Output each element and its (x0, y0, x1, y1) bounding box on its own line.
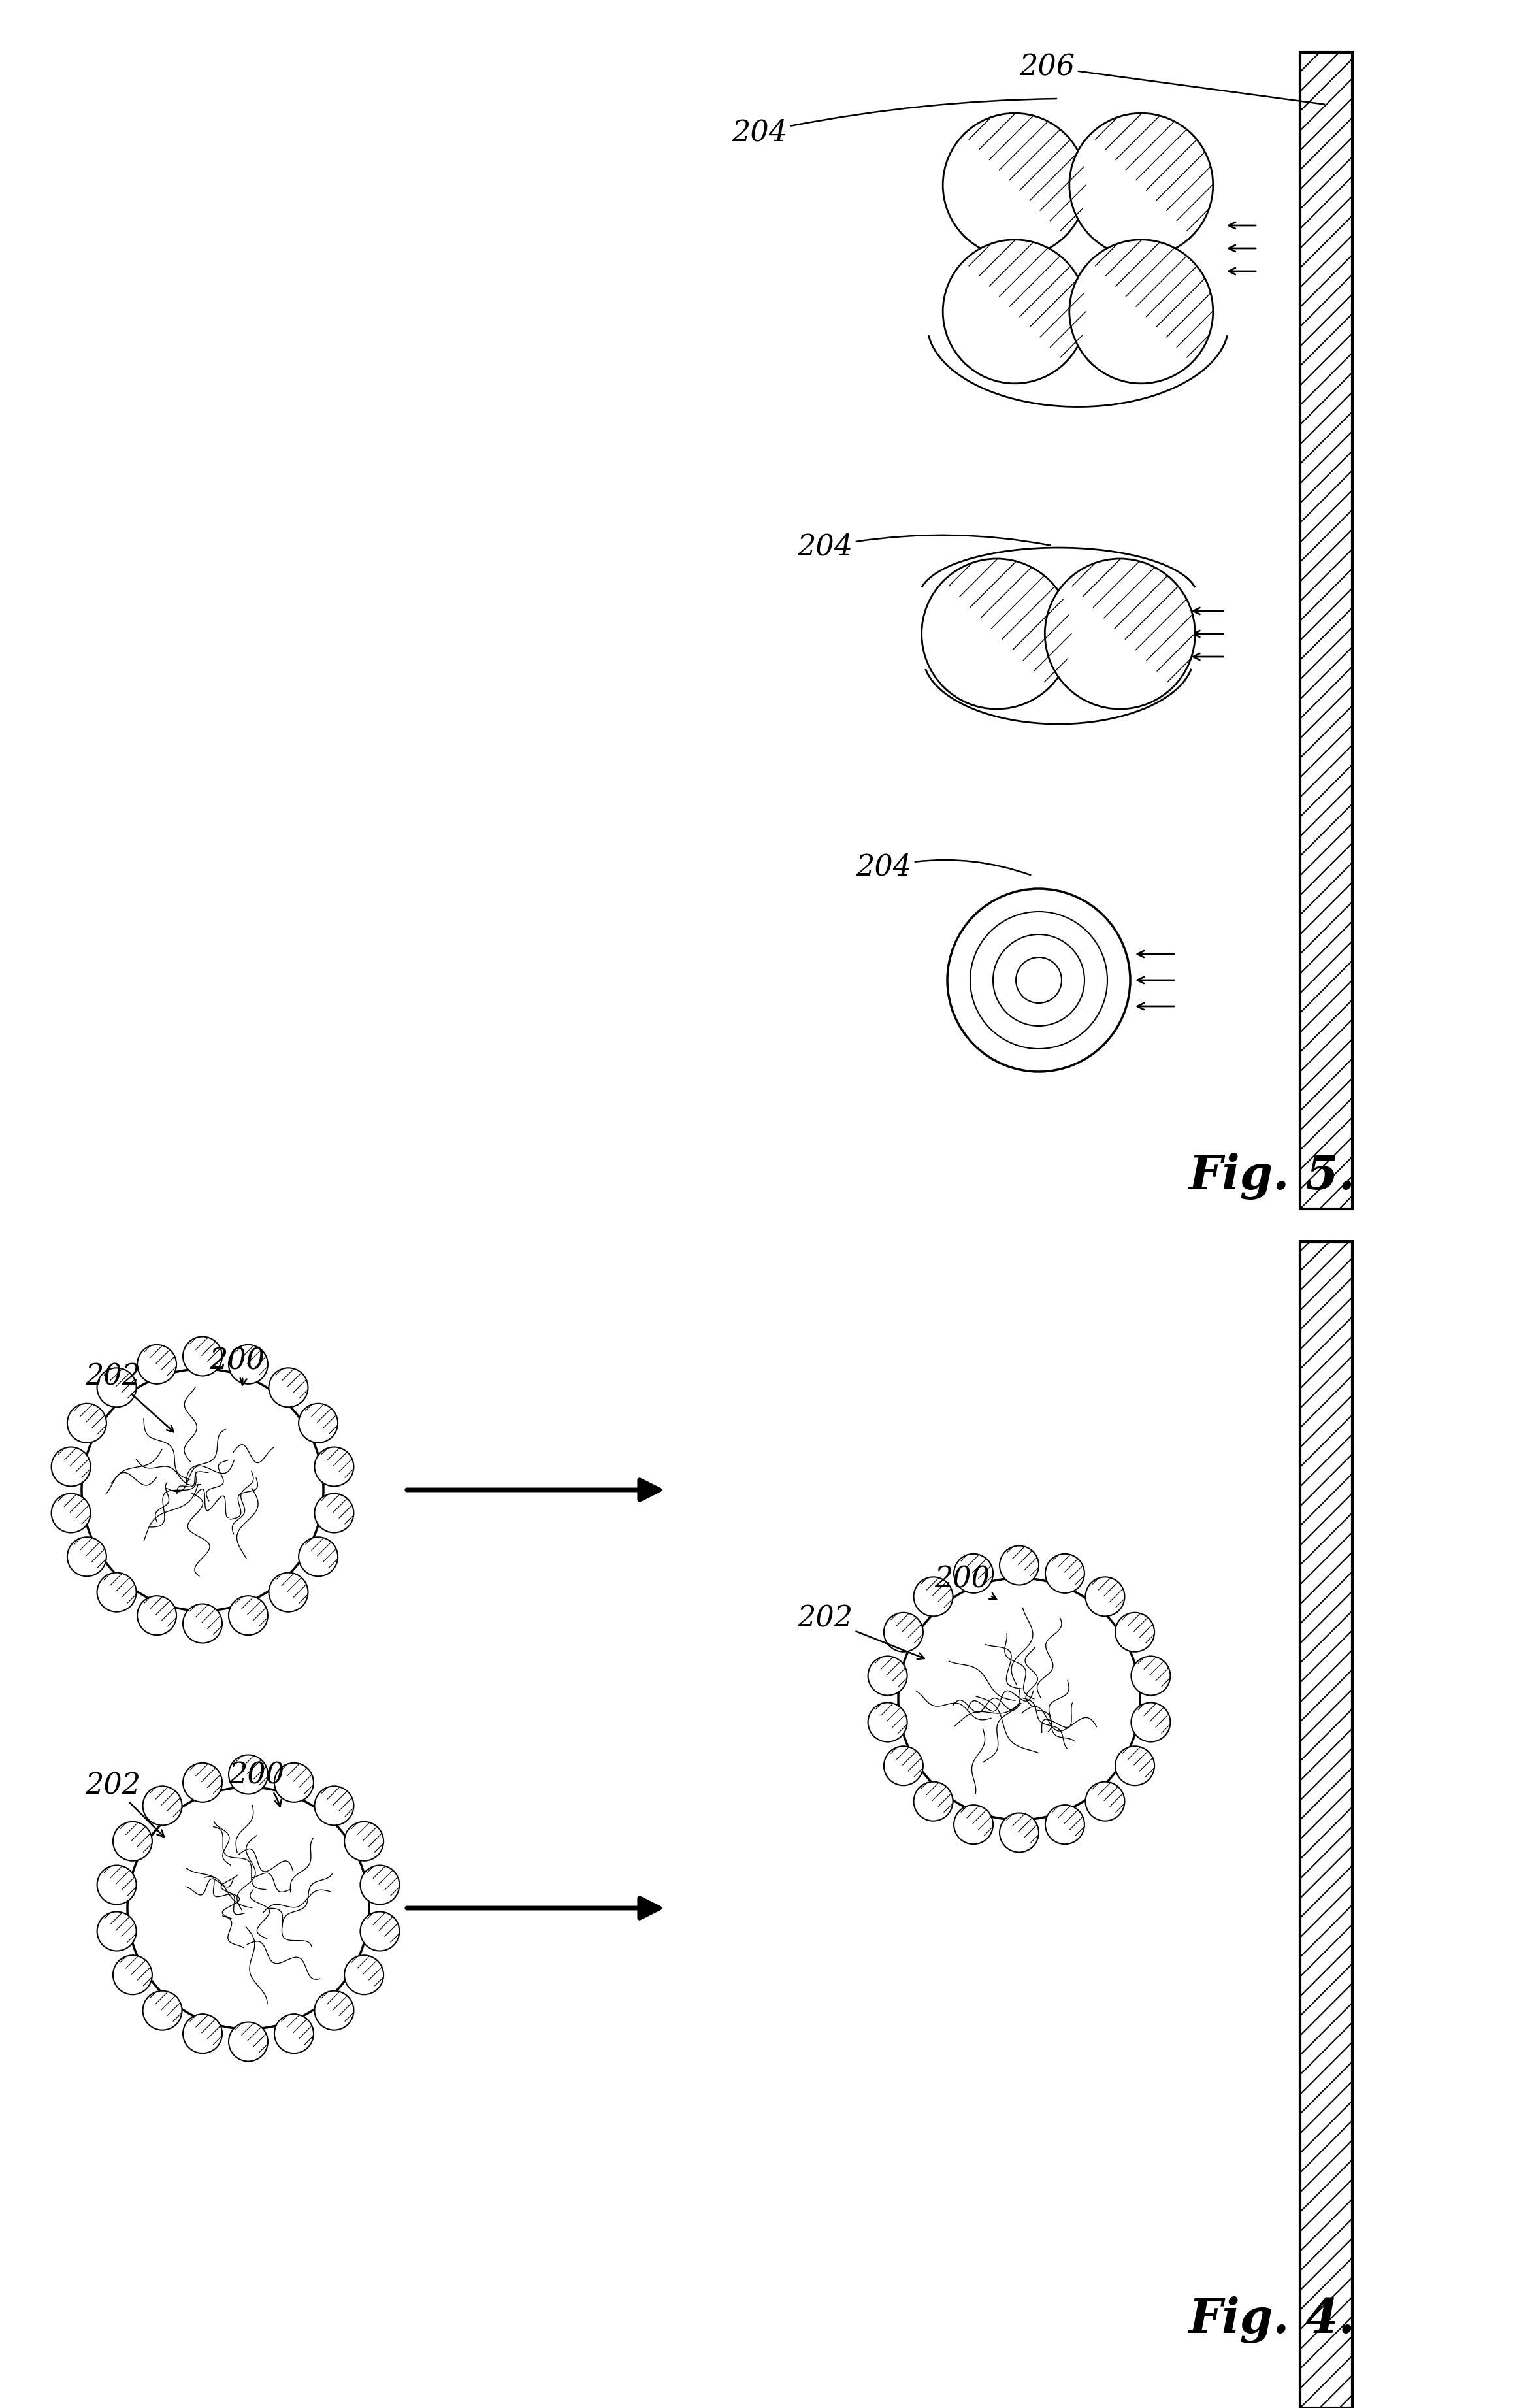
Text: 202: 202 (797, 1604, 924, 1659)
Text: Fig. 4.: Fig. 4. (1189, 2297, 1356, 2343)
Text: Fig. 5.: Fig. 5. (1189, 1153, 1356, 1199)
Circle shape (1086, 1782, 1124, 1820)
Circle shape (999, 1813, 1039, 1852)
Circle shape (999, 1546, 1039, 1584)
Circle shape (1131, 1702, 1170, 1741)
Circle shape (1086, 1577, 1124, 1616)
Circle shape (345, 1955, 383, 1994)
Circle shape (314, 1787, 354, 1825)
Circle shape (922, 559, 1072, 708)
Circle shape (869, 1702, 907, 1741)
Circle shape (884, 1613, 924, 1652)
Bar (1301, 53, 1353, 1209)
Circle shape (182, 1763, 222, 1801)
Bar (1301, 1243, 1353, 2408)
Circle shape (97, 1912, 136, 1950)
Circle shape (228, 1344, 268, 1385)
Circle shape (142, 1991, 182, 2030)
Circle shape (274, 2013, 314, 2054)
Circle shape (1069, 241, 1213, 383)
Circle shape (1115, 1613, 1155, 1652)
Circle shape (113, 1955, 152, 1994)
Bar (1301, 1243, 1353, 2408)
Text: 204: 204 (797, 532, 1049, 561)
Circle shape (97, 1572, 136, 1611)
Circle shape (67, 1536, 106, 1577)
Circle shape (182, 1604, 222, 1642)
Text: 200: 200 (208, 1346, 265, 1385)
Circle shape (1045, 1553, 1085, 1594)
Circle shape (942, 241, 1086, 383)
Circle shape (360, 1866, 400, 1905)
Circle shape (345, 1823, 383, 1861)
Circle shape (228, 1755, 268, 1794)
Bar (1301, 53, 1353, 1209)
Circle shape (942, 113, 1086, 258)
Circle shape (138, 1344, 176, 1385)
Circle shape (954, 1553, 993, 1594)
Circle shape (1115, 1746, 1155, 1784)
Text: 202: 202 (84, 1772, 164, 1837)
Circle shape (274, 1763, 314, 1801)
Circle shape (913, 1782, 953, 1820)
Circle shape (138, 1597, 176, 1635)
Circle shape (314, 1447, 354, 1486)
Circle shape (954, 1806, 993, 1845)
Circle shape (884, 1746, 924, 1784)
Circle shape (268, 1572, 308, 1611)
Text: 202: 202 (84, 1363, 173, 1433)
Circle shape (299, 1404, 339, 1442)
Circle shape (228, 2023, 268, 2061)
Circle shape (947, 889, 1131, 1072)
Circle shape (898, 1577, 1140, 1820)
Circle shape (360, 1912, 400, 1950)
Circle shape (182, 1336, 222, 1375)
Circle shape (268, 1368, 308, 1406)
Circle shape (314, 1991, 354, 2030)
Circle shape (67, 1404, 106, 1442)
Text: 206: 206 (1019, 53, 1324, 104)
Text: 204: 204 (732, 99, 1057, 147)
Circle shape (97, 1368, 136, 1406)
Circle shape (1131, 1657, 1170, 1695)
Circle shape (97, 1866, 136, 1905)
Text: 204: 204 (856, 852, 1031, 881)
Circle shape (113, 1823, 152, 1861)
Circle shape (299, 1536, 339, 1577)
Circle shape (913, 1577, 953, 1616)
Circle shape (182, 2013, 222, 2054)
Circle shape (52, 1447, 90, 1486)
Circle shape (127, 1787, 369, 2030)
Circle shape (228, 1597, 268, 1635)
Text: 200: 200 (935, 1565, 996, 1599)
Circle shape (52, 1493, 90, 1534)
Circle shape (869, 1657, 907, 1695)
Text: 200: 200 (228, 1763, 285, 1806)
Circle shape (1045, 559, 1195, 708)
Circle shape (81, 1370, 323, 1611)
Circle shape (1069, 113, 1213, 258)
Circle shape (314, 1493, 354, 1534)
Circle shape (142, 1787, 182, 1825)
Circle shape (1045, 1806, 1085, 1845)
